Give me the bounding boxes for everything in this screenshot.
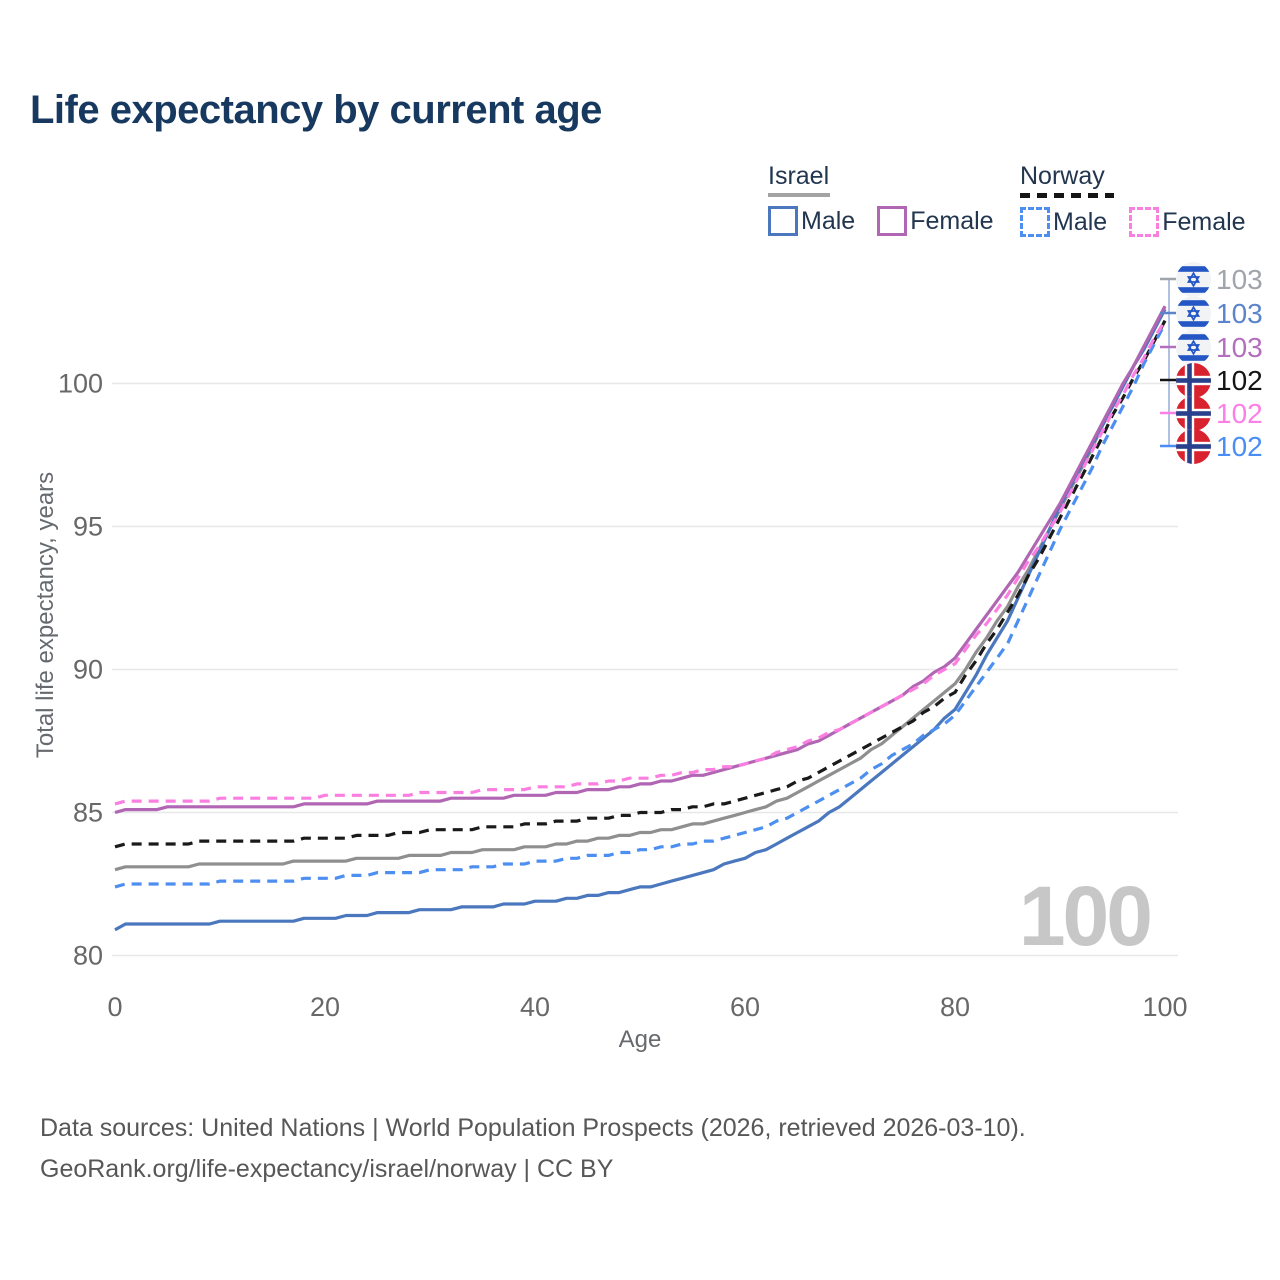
y-tick-label: 85 xyxy=(73,798,103,828)
legend-item-norway-female[interactable]: Female xyxy=(1129,207,1246,237)
legend-group-norway: Norway Male Female xyxy=(1020,162,1268,237)
age-watermark: 100 xyxy=(1018,869,1153,963)
israel-flag-icon xyxy=(1176,295,1211,331)
y-axis-title: Total life expectancy, years xyxy=(32,471,59,759)
series-line-israel-male xyxy=(114,308,1167,932)
y-tick-label: 90 xyxy=(73,655,103,685)
series-line-norway-total xyxy=(114,319,1167,849)
x-axis-title: Age xyxy=(618,1026,662,1053)
legend-item-label: Female xyxy=(910,206,994,235)
legend-swatch-norway-female xyxy=(1129,207,1160,237)
legend-item-norway-male[interactable]: Male xyxy=(1020,207,1107,237)
norway-flag-icon xyxy=(1176,428,1211,464)
norway-flag-icon xyxy=(1176,362,1211,398)
footer-source-line: Data sources: United Nations | World Pop… xyxy=(40,1114,1026,1142)
legend-group-israel: Israel Male Female xyxy=(768,162,1016,236)
end-label-row: 103 xyxy=(1176,329,1263,365)
x-tick-label: 40 xyxy=(520,992,550,1022)
end-label-value: 103 xyxy=(1216,297,1263,329)
end-label-value: 103 xyxy=(1216,331,1263,363)
legend-group-title-norway: Norway xyxy=(1020,162,1105,190)
legend-underline-israel xyxy=(768,193,830,197)
legend-swatch-israel-female xyxy=(877,206,908,236)
series-line-norway-female xyxy=(114,319,1167,806)
norway-flag-icon xyxy=(1176,395,1211,431)
series-line-israel-total xyxy=(114,305,1167,872)
legend-item-label: Male xyxy=(801,206,856,235)
legend-swatch-israel-male xyxy=(768,206,798,236)
x-tick-label: 60 xyxy=(730,992,760,1022)
end-label-row: 103 xyxy=(1176,295,1263,331)
x-tick-label: 80 xyxy=(940,992,970,1022)
legend-group-title-israel: Israel xyxy=(768,162,830,190)
end-label-row: 102 xyxy=(1176,395,1263,431)
x-tick-label: 20 xyxy=(310,992,340,1022)
y-tick-label: 80 xyxy=(73,941,103,971)
y-tick-label: 95 xyxy=(73,512,103,542)
legend-swatch-norway-male xyxy=(1020,207,1050,237)
israel-flag-icon xyxy=(1176,329,1211,365)
legend-item-israel-female[interactable]: Female xyxy=(877,206,994,236)
israel-flag-icon xyxy=(1176,261,1211,297)
x-tick-label: 0 xyxy=(107,992,122,1022)
chart-title: Life expectancy by current age xyxy=(30,88,602,132)
footer-attribution-line: GeoRank.org/life-expectancy/israel/norwa… xyxy=(40,1155,614,1183)
end-label-row: 102 xyxy=(1176,428,1263,464)
end-label-value: 102 xyxy=(1216,364,1263,396)
end-label-value: 102 xyxy=(1216,397,1263,429)
y-tick-label: 100 xyxy=(58,369,103,399)
end-label-value: 103 xyxy=(1216,263,1263,295)
legend-item-israel-male[interactable]: Male xyxy=(768,206,855,236)
series-line-norway-male xyxy=(114,322,1167,889)
legend-item-label: Female xyxy=(1162,207,1246,236)
legend-underline-norway xyxy=(1020,193,1114,198)
footer: Data sources: United Nations | World Pop… xyxy=(40,1108,1026,1190)
legend-item-label: Male xyxy=(1053,207,1108,236)
series-line-israel-female xyxy=(114,305,1167,815)
end-label-row: 103 xyxy=(1176,261,1263,297)
x-tick-label: 100 xyxy=(1142,992,1187,1022)
end-label-row: 102 xyxy=(1176,362,1263,398)
end-label-value: 102 xyxy=(1216,430,1263,462)
